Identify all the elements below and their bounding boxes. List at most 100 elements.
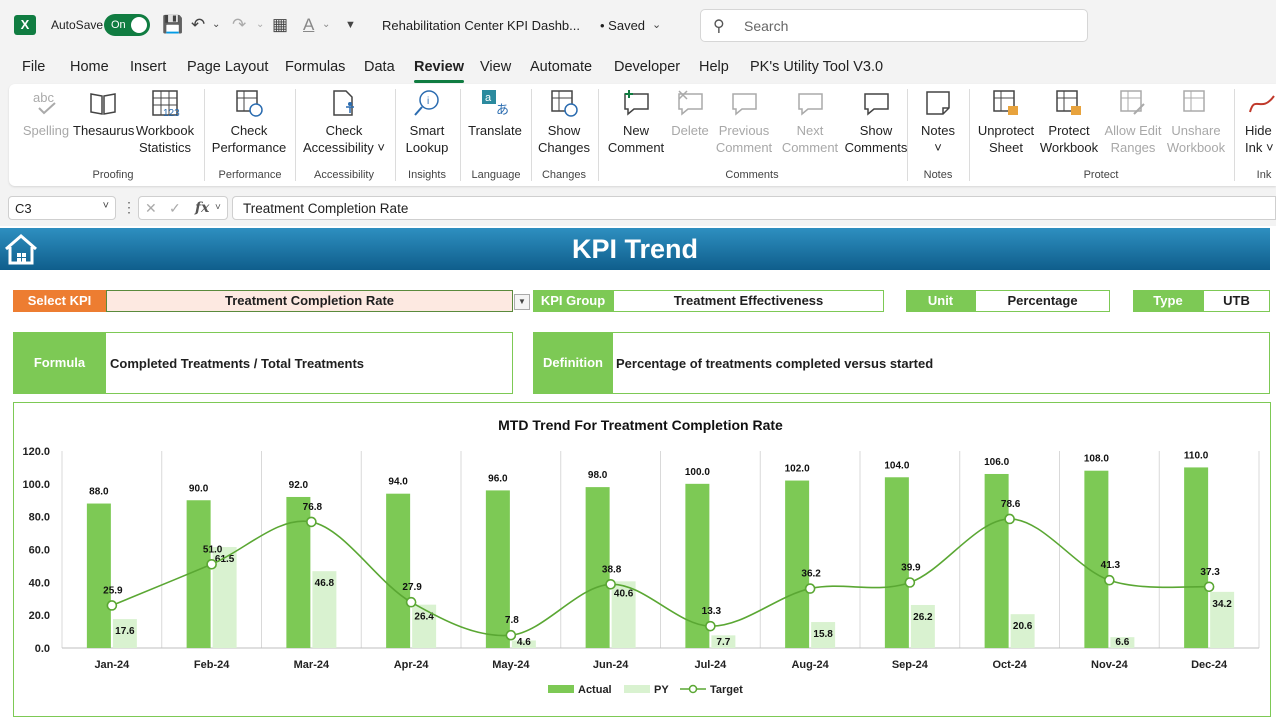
worksheet: KPI Trend Select KPI Treatment Completio… (0, 226, 1276, 720)
borders-icon[interactable]: ▦ (272, 15, 289, 34)
tab-review[interactable]: Review (414, 59, 464, 83)
bar-actual (785, 480, 810, 648)
undo-dropdown-chevron-icon[interactable]: ⌄ (212, 19, 221, 30)
document-title[interactable]: Rehabilitation Center KPI Dashb... (382, 18, 580, 33)
name-box[interactable]: C3 ˅ (8, 196, 116, 220)
saved-status[interactable]: • Saved (600, 18, 646, 33)
data-label-py: 7.7 (716, 637, 730, 648)
group-notes: Notes (923, 169, 953, 181)
allow-edit-ranges-label-1: Allow Edit (1104, 123, 1162, 138)
dropdown-arrow-icon[interactable]: ▼ (514, 294, 530, 310)
data-label-py: 17.6 (115, 626, 135, 637)
enter-check-icon[interactable]: ✓ (169, 200, 181, 216)
bar-py (312, 571, 337, 648)
bar-actual (1184, 467, 1209, 648)
insert-function-fx-icon[interactable]: fx (195, 200, 210, 216)
data-label-actual: 106.0 (984, 457, 1009, 468)
data-label-py: 40.6 (614, 588, 634, 599)
target-point (804, 583, 816, 594)
target-point (1004, 513, 1015, 525)
data-label-target: 78.6 (1001, 499, 1021, 510)
previous-comment-button[interactable]: Previous Comment (711, 88, 777, 156)
thesaurus-button[interactable]: Thesaurus (73, 88, 134, 139)
check-accessibility-button[interactable]: Check Accessibility ˅ (301, 88, 387, 156)
data-label-py: 61.5 (215, 554, 235, 565)
y-tick-label: 40.0 (29, 577, 50, 589)
redo-icon[interactable]: ↷ (232, 15, 247, 34)
more-options-icon[interactable]: ⋮ (122, 199, 136, 215)
hide-ink-label-1: Hide (1245, 123, 1272, 138)
font-color-icon[interactable]: A (303, 15, 315, 34)
svg-text:abc: abc (33, 90, 54, 105)
tab-help[interactable]: Help (699, 59, 729, 75)
bar-actual (585, 487, 610, 648)
autosave-state: On (111, 19, 126, 31)
check-performance-label-2: Performance (211, 140, 287, 155)
tab-file[interactable]: File (22, 59, 46, 75)
delete-comment-button[interactable]: Delete (669, 88, 711, 139)
check-performance-button[interactable]: Check Performance (209, 88, 289, 156)
svg-text:123: 123 (163, 108, 180, 118)
unshare-workbook-button[interactable]: Unshare Workbook (1165, 88, 1227, 156)
workbook-statistics-button[interactable]: 123 Workbook Statistics (133, 88, 197, 156)
smart-lookup-button[interactable]: i Smart Lookup (401, 88, 453, 156)
customize-toolbar-icon[interactable]: ▼ (345, 19, 356, 31)
group-comments: Comments (725, 169, 779, 181)
group-separator (295, 89, 296, 181)
tab-developer[interactable]: Developer (614, 59, 681, 75)
protect-workbook-button[interactable]: Protect Workbook (1037, 88, 1101, 156)
undo-icon[interactable]: ↶ (191, 15, 206, 34)
unshare-workbook-label-2: Workbook (1166, 140, 1226, 155)
tab-home[interactable]: Home (70, 59, 109, 75)
allow-edit-ranges-button[interactable]: Allow Edit Ranges (1101, 88, 1165, 156)
new-comment-button[interactable]: New Comment (603, 88, 669, 156)
group-insights: Insights (408, 169, 446, 181)
cancel-x-icon[interactable]: ✕ (145, 200, 157, 216)
hide-ink-button[interactable]: Hide Ink ˅ (1245, 88, 1276, 156)
tab-view[interactable]: View (480, 59, 512, 75)
next-comment-button[interactable]: Next Comment (779, 88, 841, 156)
group-accessibility: Accessibility (314, 169, 374, 181)
bar-py (1210, 591, 1235, 648)
select-kpi-dropdown[interactable]: Treatment Completion Rate (106, 290, 513, 312)
data-label-py: 26.2 (913, 612, 933, 623)
tab-page-layout[interactable]: Page Layout (187, 59, 269, 75)
data-label-actual: 100.0 (685, 467, 710, 478)
bar-py (112, 619, 137, 648)
chevron-down-icon[interactable]: ˅ (102, 200, 109, 212)
tab-formulas[interactable]: Formulas (285, 59, 346, 75)
data-label-actual: 104.0 (884, 460, 909, 471)
saved-chevron-icon[interactable]: ⌄ (652, 19, 662, 31)
tab-insert[interactable]: Insert (130, 59, 167, 75)
search-box[interactable]: ⚲ Search (700, 9, 1088, 42)
redo-dropdown-chevron-icon[interactable]: ⌄ (256, 19, 265, 30)
bar-py (412, 604, 437, 648)
data-label-actual: 110.0 (1184, 450, 1209, 461)
unprotect-sheet-button[interactable]: Unprotect Sheet (975, 88, 1037, 156)
trend-chart[interactable]: MTD Trend For Treatment Completion Rate 0… (13, 402, 1271, 717)
type-value: UTB (1203, 290, 1270, 312)
show-changes-icon (551, 90, 578, 117)
search-placeholder: Search (744, 18, 789, 34)
chevron-down-icon[interactable]: ˅ (215, 202, 221, 213)
show-changes-label-2: Changes (537, 140, 591, 155)
tab-data[interactable]: Data (364, 59, 395, 75)
show-comments-button[interactable]: Show Comments (843, 88, 909, 156)
data-label-py: 15.8 (813, 629, 833, 640)
show-changes-button[interactable]: Show Changes (535, 88, 593, 156)
home-icon[interactable] (3, 232, 39, 266)
tab-automate[interactable]: Automate (530, 59, 593, 75)
save-icon[interactable]: 💾 (162, 15, 184, 34)
trend-chart-svg: MTD Trend For Treatment Completion Rate 0… (22, 417, 1260, 696)
font-color-dropdown-icon[interactable]: ⌄ (322, 19, 331, 30)
formula-input[interactable]: Treatment Completion Rate (232, 196, 1276, 220)
new-comment-icon (624, 90, 649, 116)
dashboard-banner: KPI Trend (0, 228, 1270, 270)
bar-py (711, 635, 736, 648)
formula-controls: ✕ ✓ fx ˅ (138, 196, 228, 220)
tab-pk-utility-tool[interactable]: PK's Utility Tool V3.0 (750, 59, 884, 75)
spelling-button[interactable]: abc Spelling (21, 88, 71, 139)
autosave-toggle[interactable]: On (104, 14, 150, 36)
notes-button[interactable]: Notes ˅ (913, 88, 963, 156)
